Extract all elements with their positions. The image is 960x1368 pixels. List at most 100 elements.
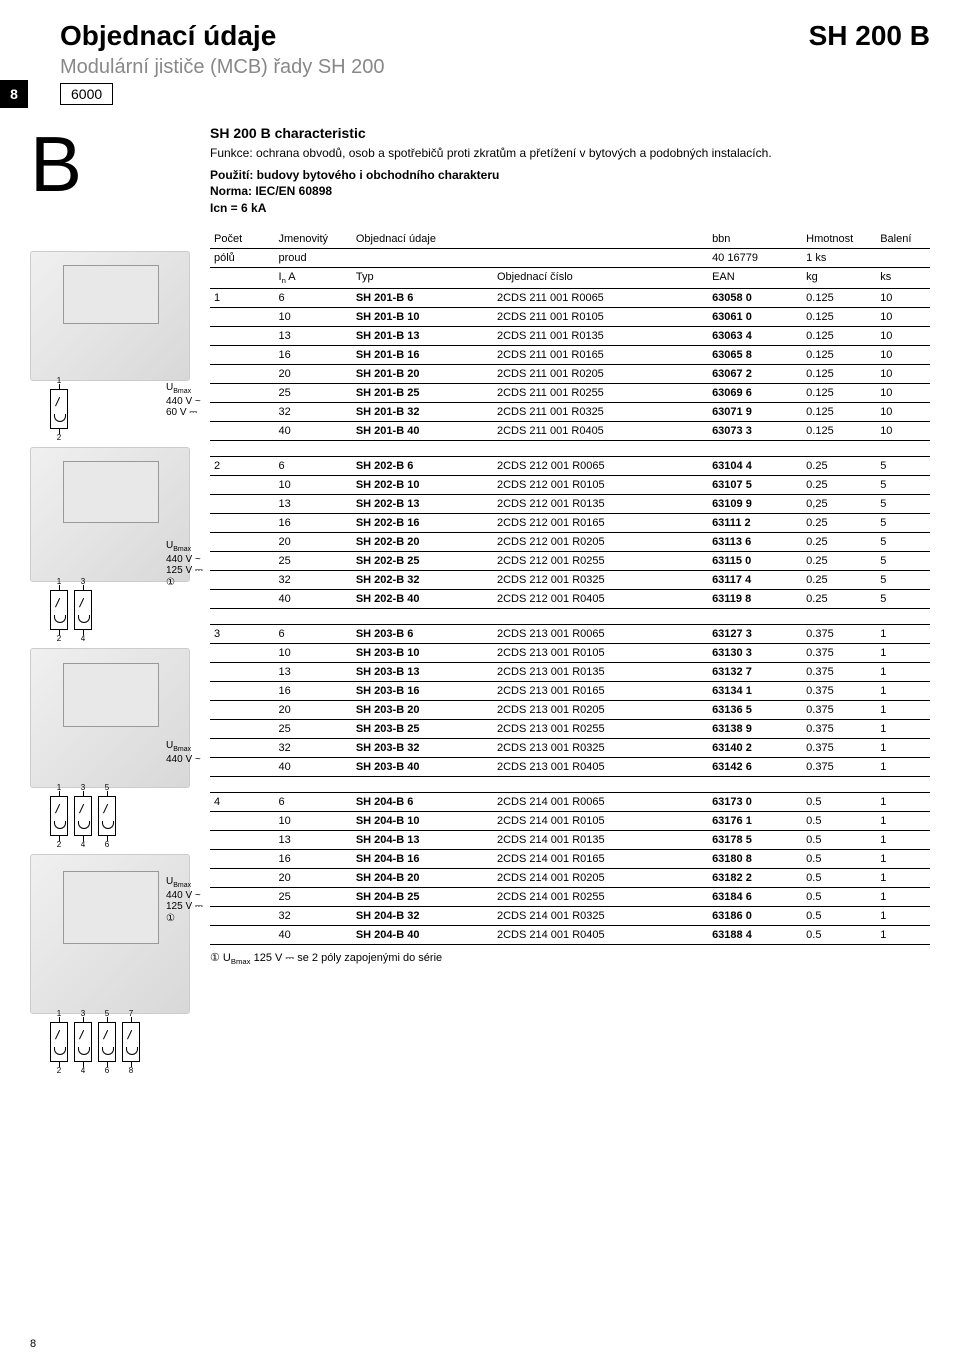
cell-ean: 63107 5 <box>708 475 802 494</box>
cell-obj: 2CDS 214 001 R0205 <box>493 868 708 887</box>
cell-bal: 1 <box>876 811 930 830</box>
page-title: Objednací údaje <box>60 20 276 52</box>
table-row: 13SH 202-B 132CDS 212 001 R013563109 90,… <box>210 494 930 513</box>
table-row: 32SH 204-B 322CDS 214 001 R032563186 00.… <box>210 906 930 925</box>
cell-obj: 2CDS 212 001 R0325 <box>493 570 708 589</box>
table-row: 20SH 203-B 202CDS 213 001 R020563136 50.… <box>210 700 930 719</box>
cell-ean: 63182 2 <box>708 868 802 887</box>
cell-bal: 5 <box>876 494 930 513</box>
cell-ean: 63140 2 <box>708 738 802 757</box>
cell-hm: 0.375 <box>802 662 876 681</box>
col-header-in-l1: Jmenovitý <box>275 230 352 249</box>
col-header-in-l2: proud <box>275 248 352 267</box>
table-row: 16SH 204-B 162CDS 214 001 R016563180 80.… <box>210 849 930 868</box>
cell-ean: 63071 9 <box>708 402 802 421</box>
cell-in: 25 <box>275 719 352 738</box>
cell-ean: 63119 8 <box>708 589 802 608</box>
diagram-pole: 34 <box>74 1022 92 1062</box>
ubmax-ac: 440 V ~ <box>166 754 201 765</box>
cell-hm: 0.25 <box>802 513 876 532</box>
cell-in: 32 <box>275 738 352 757</box>
cell-poles <box>210 307 275 326</box>
col-header-bbn-l2: 40 16779 <box>708 248 802 267</box>
intro-line-3: Norma: IEC/EN 60898 <box>210 183 930 199</box>
cell-poles <box>210 757 275 776</box>
characteristic-title: SH 200 B characteristic <box>210 125 930 141</box>
cell-bal: 1 <box>876 792 930 811</box>
col-subheader-ean: EAN <box>708 267 802 288</box>
cell-obj: 2CDS 213 001 R0165 <box>493 681 708 700</box>
terminal-label-top: 1 <box>57 783 61 792</box>
cell-typ: SH 201-B 6 <box>352 288 493 307</box>
circuit-diagram-4pole: 12345678 <box>30 1022 190 1062</box>
col-header-bbn-l1: bbn <box>708 230 802 249</box>
cell-ean: 63065 8 <box>708 345 802 364</box>
terminal-label-bottom: 4 <box>81 840 85 849</box>
ubmax-label: UBmax <box>166 540 191 551</box>
col-subheader-ina: In A <box>275 267 352 288</box>
cell-hm: 0.375 <box>802 738 876 757</box>
ubmax-note-2: UBmax 440 V ~ 125 V ⎓ ① <box>166 540 203 589</box>
cell-hm: 0.375 <box>802 700 876 719</box>
cell-hm: 0.125 <box>802 383 876 402</box>
cell-hm: 0.125 <box>802 288 876 307</box>
cell-in: 10 <box>275 811 352 830</box>
cell-in: 16 <box>275 681 352 700</box>
cell-in: 13 <box>275 494 352 513</box>
cell-typ: SH 201-B 13 <box>352 326 493 345</box>
cell-poles <box>210 811 275 830</box>
switch-symbol <box>79 804 92 817</box>
cell-poles <box>210 925 275 944</box>
cell-bal: 1 <box>876 906 930 925</box>
col-subheader-objc: Objednací číslo <box>493 267 708 288</box>
table-row: 10SH 201-B 102CDS 211 001 R010563061 00.… <box>210 307 930 326</box>
cell-typ: SH 201-B 32 <box>352 402 493 421</box>
rating-box: 6000 <box>60 83 113 105</box>
ubmax-label: UBmax <box>166 876 191 887</box>
col-header-poles-l1: Počet <box>210 230 275 249</box>
cell-hm: 0.125 <box>802 402 876 421</box>
cell-in: 16 <box>275 345 352 364</box>
cell-ean: 63178 5 <box>708 830 802 849</box>
cell-obj: 2CDS 214 001 R0165 <box>493 849 708 868</box>
table-row: 10SH 203-B 102CDS 213 001 R010563130 30.… <box>210 643 930 662</box>
cell-obj: 2CDS 211 001 R0135 <box>493 326 708 345</box>
cell-ean: 63188 4 <box>708 925 802 944</box>
terminal-label-top: 1 <box>57 577 61 586</box>
diagram-pole: 34 <box>74 796 92 836</box>
cell-obj: 2CDS 211 001 R0255 <box>493 383 708 402</box>
ubmax-dc: 60 V ⎓ <box>166 407 197 418</box>
cell-bal: 10 <box>876 383 930 402</box>
table-row: 40SH 203-B 402CDS 213 001 R040563142 60.… <box>210 757 930 776</box>
cell-poles <box>210 402 275 421</box>
cell-obj: 2CDS 212 001 R0405 <box>493 589 708 608</box>
cell-hm: 0.125 <box>802 364 876 383</box>
cell-typ: SH 202-B 40 <box>352 589 493 608</box>
table-row: 36SH 203-B 62CDS 213 001 R006563127 30.3… <box>210 624 930 643</box>
cell-typ: SH 202-B 16 <box>352 513 493 532</box>
ubmax-label: UBmax <box>166 382 191 393</box>
cell-hm: 0.375 <box>802 624 876 643</box>
table-row: 40SH 201-B 402CDS 211 001 R040563073 30.… <box>210 421 930 440</box>
cell-poles: 3 <box>210 624 275 643</box>
cell-hm: 0.5 <box>802 925 876 944</box>
table-row: 25SH 203-B 252CDS 213 001 R025563138 90.… <box>210 719 930 738</box>
cell-hm: 0.25 <box>802 475 876 494</box>
terminal-label-bottom: 6 <box>105 1066 109 1075</box>
cell-obj: 2CDS 211 001 R0165 <box>493 345 708 364</box>
cell-ean: 63173 0 <box>708 792 802 811</box>
footnote: ① UBmax 125 V ⎓ se 2 póly zapojenými do … <box>210 951 930 966</box>
table-row: 20SH 201-B 202CDS 211 001 R020563067 20.… <box>210 364 930 383</box>
trip-symbol <box>78 821 90 829</box>
group-spacer <box>210 776 930 792</box>
cell-poles <box>210 868 275 887</box>
terminal-label-top: 3 <box>81 783 85 792</box>
cell-bal: 1 <box>876 868 930 887</box>
cell-obj: 2CDS 212 001 R0135 <box>493 494 708 513</box>
ubmax-footnote-ref: ① <box>166 913 175 924</box>
table-row: 20SH 204-B 202CDS 214 001 R020563182 20.… <box>210 868 930 887</box>
table-row: 25SH 202-B 252CDS 212 001 R025563115 00.… <box>210 551 930 570</box>
table-row: 40SH 202-B 402CDS 212 001 R040563119 80.… <box>210 589 930 608</box>
cell-obj: 2CDS 212 001 R0205 <box>493 532 708 551</box>
cell-typ: SH 204-B 40 <box>352 925 493 944</box>
